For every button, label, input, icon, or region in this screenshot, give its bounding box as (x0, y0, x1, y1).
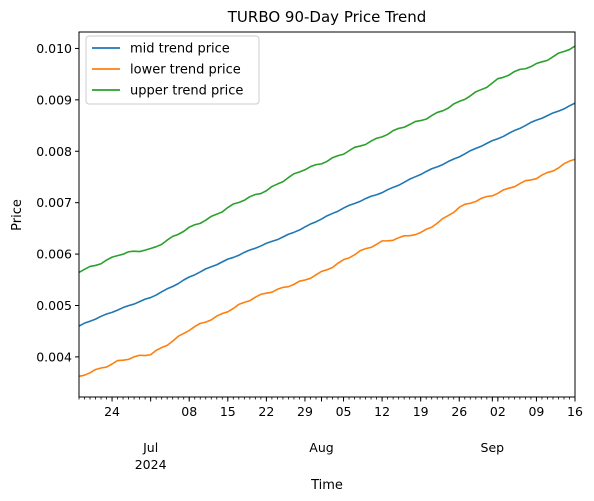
legend-label: lower trend price (130, 63, 241, 78)
y-tick-label: 0.008 (36, 144, 72, 159)
x-tick-label: 24 (104, 404, 120, 419)
x-tick-label: 15 (220, 404, 236, 419)
x-tick-label: 12 (374, 404, 390, 419)
chart-title: TURBO 90-Day Price Trend (227, 8, 426, 26)
x-tick-label: 08 (181, 404, 197, 419)
x-tick-label: 19 (413, 404, 429, 419)
y-tick-label: 0.006 (36, 247, 72, 262)
legend-item: mid trend price (92, 42, 230, 57)
plot-area (78, 45, 576, 378)
legend: mid trend price lower trend price upper tr… (85, 35, 260, 105)
series-line (78, 158, 576, 378)
series-line (78, 102, 576, 327)
y-tick-label: 0.007 (36, 195, 72, 210)
y-axis: 0.004 0.005 0.006 0.007 0.008 0.009 0.010 (36, 41, 79, 364)
series-line (78, 45, 576, 274)
x-axis: 24 08 15 22 29 05 12 19 26 02 09 16 Jul 2024 Aug Sep (78, 397, 583, 472)
x-tick-label: 02 (490, 404, 506, 419)
x-tick-label: 22 (258, 404, 274, 419)
x-tick-label: 09 (528, 404, 544, 419)
y-tick-label: 0.004 (36, 349, 72, 364)
y-tick-label: 0.005 (36, 298, 72, 313)
x-tick-label: 26 (451, 404, 467, 419)
y-axis-label: Price (10, 199, 25, 231)
x-year-label: 2024 (135, 457, 167, 472)
legend-label: mid trend price (130, 42, 230, 57)
x-month-label: Aug (309, 440, 333, 455)
legend-label: upper trend price (130, 84, 243, 99)
x-tick-label: 05 (336, 404, 352, 419)
legend-item: upper trend price (92, 84, 243, 99)
x-month-label: Sep (481, 440, 505, 455)
x-tick-label: 16 (567, 404, 583, 419)
legend-item: lower trend price (92, 63, 241, 78)
legend-box (85, 35, 260, 105)
x-tick-label: 29 (297, 404, 313, 419)
y-tick-label: 0.010 (36, 41, 72, 56)
x-month-label: Jul (142, 440, 158, 455)
x-axis-label: Time (310, 478, 343, 493)
y-tick-label: 0.009 (36, 92, 72, 107)
